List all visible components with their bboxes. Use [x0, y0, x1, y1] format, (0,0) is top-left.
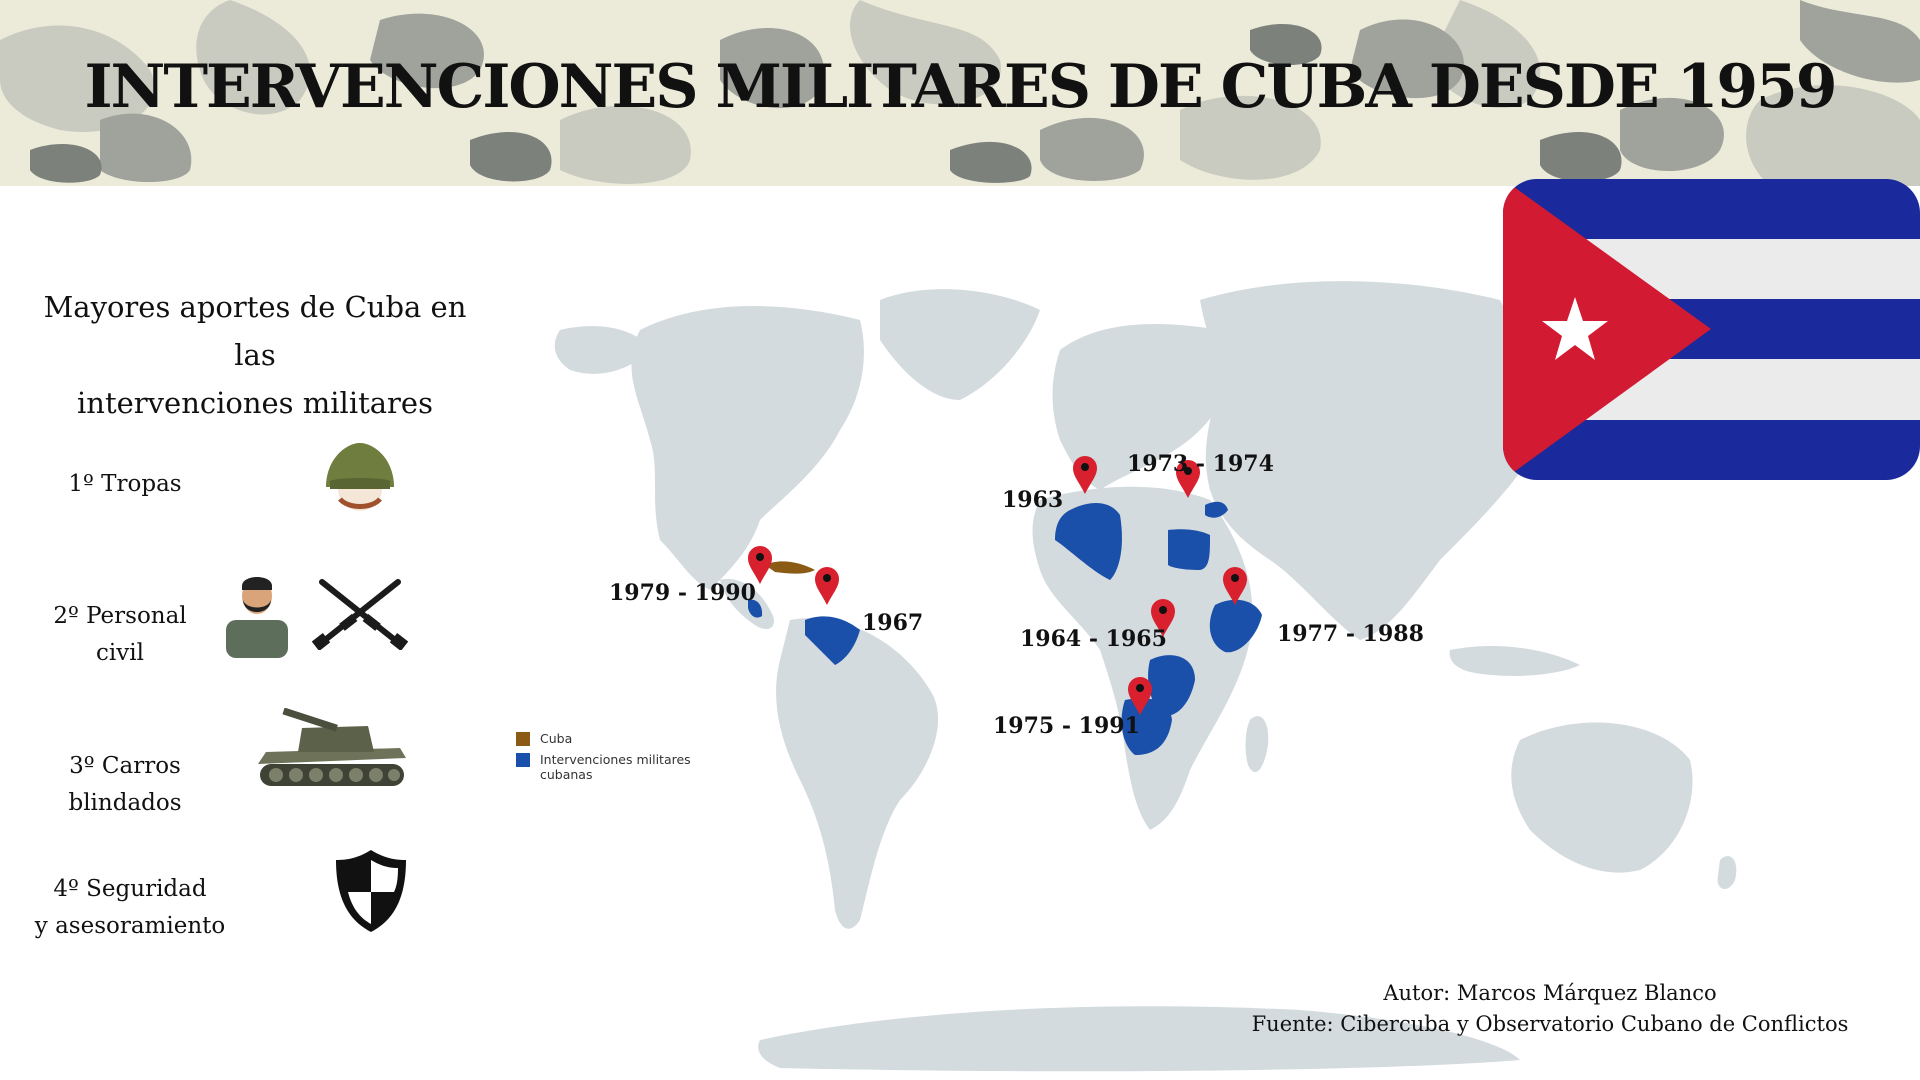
rank-2-civil-personnel: 2º Personal civil [40, 598, 200, 672]
label-1967: 1967 [862, 610, 924, 636]
legend-row-cuba: Cuba [516, 731, 700, 746]
territory-egypt-syria [1168, 529, 1210, 570]
legend-swatch-interventions [516, 753, 530, 767]
rank-4-label-line2: y asesoramiento [34, 913, 226, 939]
civilian-person-icon [226, 577, 288, 658]
page-title: INTERVENCIONES MILITARES DE CUBA DESDE 1… [84, 52, 1837, 122]
map-pin-icon [1151, 599, 1175, 637]
crossed-rifles-icon [312, 579, 408, 650]
contributions-heading-line1: Mayores aportes de Cuba en las [43, 290, 467, 372]
tank-icon [258, 708, 406, 786]
rank-4-security-advice: 4º Seguridad y asesoramiento [30, 871, 230, 945]
antarctica [758, 1006, 1520, 1072]
south-america [776, 618, 939, 929]
map-pin-icon [1073, 456, 1097, 494]
camouflage-pattern [0, 0, 1920, 186]
indonesia [1449, 645, 1580, 676]
north-america [631, 306, 864, 590]
landmass-group [554, 281, 1737, 1072]
label-1975-1991: 1975 - 1991 [993, 713, 1140, 739]
map-pin-icon [748, 546, 772, 584]
helmet-icon [326, 443, 394, 511]
africa [1032, 486, 1253, 830]
map-pin-icon [1223, 567, 1247, 605]
new-zealand [1717, 856, 1737, 890]
legend-label-interventions: Intervenciones militares cubanas [540, 752, 691, 782]
territory-algeria [1055, 503, 1122, 580]
label-1964-1965: 1964 - 1965 [1020, 626, 1167, 652]
label-1963: 1963 [1002, 487, 1064, 513]
label-1977-1988: 1977 - 1988 [1277, 621, 1424, 647]
shield-icon [336, 850, 406, 932]
legend-label-cuba: Cuba [540, 731, 573, 746]
label-1979-1990: 1979 - 1990 [609, 580, 756, 606]
australia [1511, 722, 1693, 873]
rank-2-label-line1: 2º Personal [53, 603, 187, 629]
greenland [880, 289, 1040, 400]
marker-group [748, 456, 1247, 715]
asia [1200, 281, 1547, 640]
flag-star-icon [1542, 297, 1608, 360]
contributions-heading: Mayores aportes de Cuba en las intervenc… [20, 283, 490, 427]
rank-1-troops: 1º Tropas [40, 466, 210, 503]
rank-2-label-line2: civil [96, 640, 144, 666]
europe [1052, 324, 1231, 490]
map-pin-icon [815, 567, 839, 605]
contributions-heading-line2: intervenciones militares [77, 386, 433, 420]
territory-syria [1205, 501, 1228, 518]
territory-angola [1121, 698, 1172, 755]
territory-congo [1148, 655, 1195, 716]
legend-row-interventions: Intervenciones militares cubanas [516, 752, 700, 782]
cuban-flag [1503, 179, 1920, 480]
territory-nicaragua [748, 599, 763, 618]
legend-swatch-cuba [516, 732, 530, 746]
rank-1-label: 1º Tropas [68, 471, 182, 497]
rank-3-label-line2: blindados [68, 790, 182, 816]
map-pin-icon [1128, 677, 1152, 715]
rank-3-label-line1: 3º Carros [69, 753, 181, 779]
map-legend: Cuba Intervenciones militares cubanas [516, 731, 700, 788]
header-camo-band: INTERVENCIONES MILITARES DE CUBA DESDE 1… [0, 0, 1920, 186]
label-1973-1974: 1973 - 1974 [1127, 451, 1274, 477]
credits-source: Fuente: Cibercuba y Observatorio Cubano … [1251, 1012, 1849, 1036]
madagascar [1245, 716, 1269, 773]
map-pin-icon [1176, 460, 1200, 498]
credits-author: Autor: Marcos Márquez Blanco [1383, 981, 1717, 1005]
cuba-territory [765, 561, 815, 574]
credits: Autor: Marcos Márquez Blanco Fuente: Cib… [1230, 978, 1870, 1040]
alaska [554, 326, 650, 374]
rank-3-armored-vehicles: 3º Carros blindados [40, 748, 210, 822]
rank-4-label-line1: 4º Seguridad [53, 876, 207, 902]
territory-ethiopia [1209, 599, 1262, 653]
territory-venezuela [805, 616, 860, 665]
